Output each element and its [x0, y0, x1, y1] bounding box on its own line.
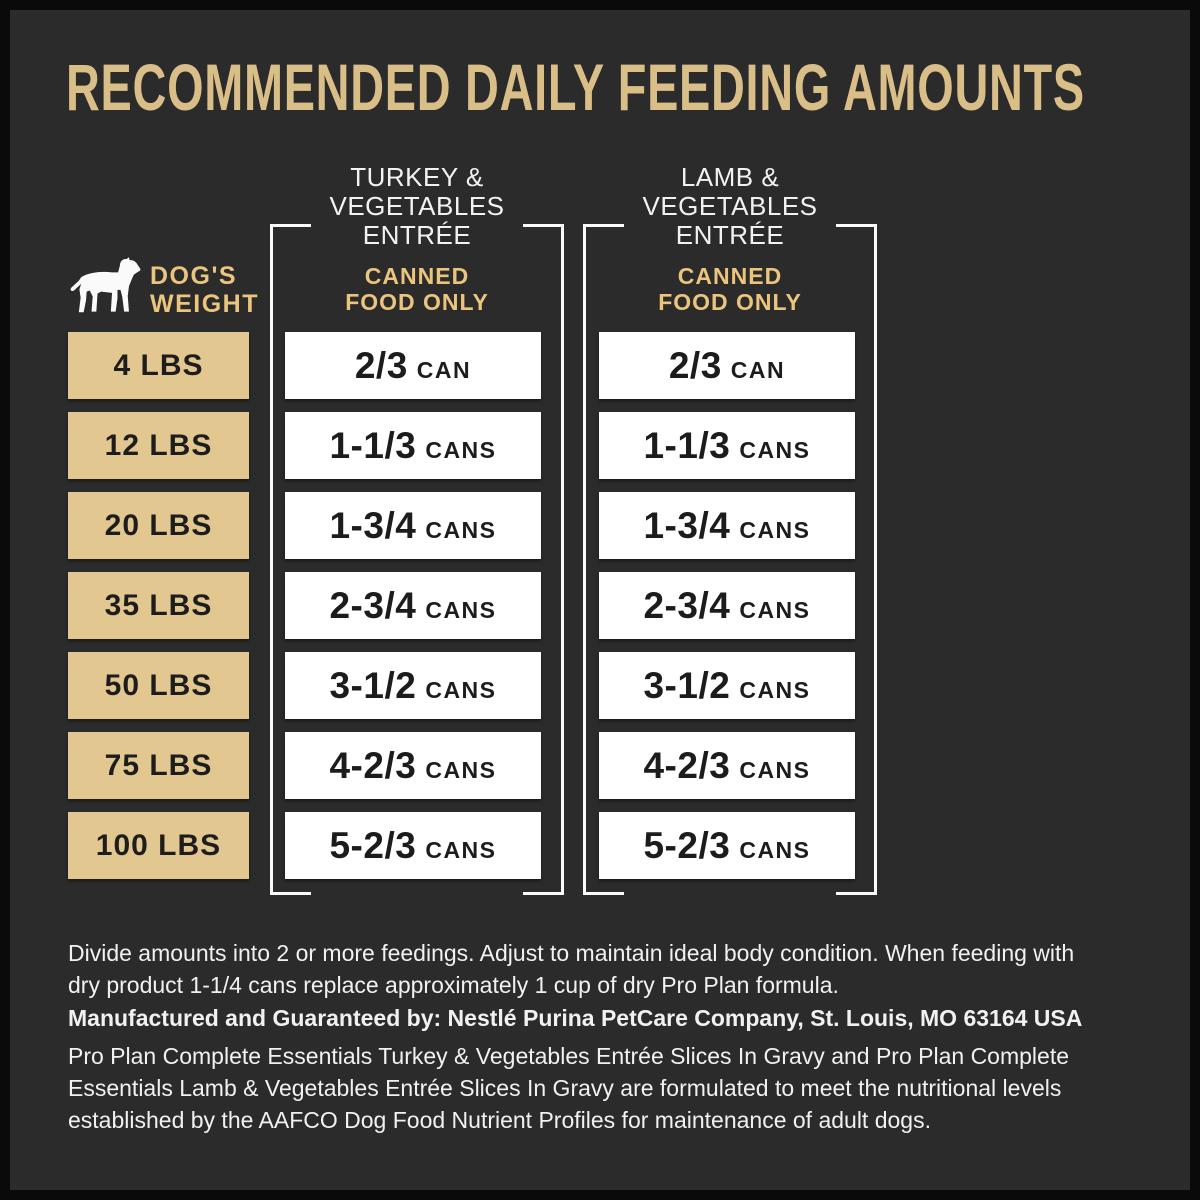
column-bracket-lamb: [583, 224, 877, 895]
amount-value: 4-2/3: [643, 744, 731, 786]
dogs-weight-line: DOG'S: [150, 262, 238, 290]
amount-unit: CANS: [739, 436, 811, 463]
amount-unit: CANS: [425, 436, 497, 463]
food-type-label-turkey: CANNED FOOD ONLY: [270, 263, 564, 315]
table-row: 4 LBS 2/3 CAN 2/3 CAN: [0, 332, 1200, 399]
weight-cell: 100 LBS: [68, 812, 249, 879]
table-row: 75 LBS 4-2/3 CANS 4-2/3 CANS: [0, 732, 1200, 799]
food-type-line: CANNED: [677, 263, 783, 289]
amount-unit: CANS: [739, 836, 811, 863]
weight-cell: 35 LBS: [68, 572, 249, 639]
amount-unit: CAN: [416, 356, 472, 383]
weight-cell: 12 LBS: [68, 412, 249, 479]
aafco-statement: Pro Plan Complete Essentials Turkey & Ve…: [68, 1040, 1134, 1136]
amount-unit: CANS: [739, 676, 811, 703]
amount-value: 1-3/4: [643, 504, 731, 546]
column-header-line: LAMB &: [680, 162, 780, 192]
amount-unit: CANS: [425, 516, 497, 543]
column-header-line: VEGETABLES: [642, 191, 818, 221]
manufacturer-line: Manufactured and Guaranteed by: Nestlé P…: [68, 1005, 1083, 1031]
column-header-line: VEGETABLES: [329, 191, 505, 221]
bracket-corner-stub: [273, 892, 561, 895]
amount-value: 2-3/4: [643, 584, 731, 626]
amount-value: 2/3: [354, 344, 408, 386]
amount-value: 2-3/4: [329, 584, 417, 626]
turkey-amount-cell: 1-3/4 CANS: [285, 492, 541, 559]
aafco-line: established by the AAFCO Dog Food Nutrie…: [68, 1107, 931, 1133]
lamb-amount-cell: 2/3 CAN: [599, 332, 855, 399]
turkey-amount-cell: 5-2/3 CANS: [285, 812, 541, 879]
dogs-weight-label: DOG'S WEIGHT: [150, 262, 259, 318]
weight-cell: 50 LBS: [68, 652, 249, 719]
column-bracket-turkey: [270, 224, 564, 895]
feeding-instructions: Divide amounts into 2 or more feedings. …: [68, 937, 1134, 1001]
turkey-amount-cell: 2-3/4 CANS: [285, 572, 541, 639]
food-type-line: FOOD ONLY: [345, 289, 489, 315]
lamb-amount-cell: 4-2/3 CANS: [599, 732, 855, 799]
aafco-line: Pro Plan Complete Essentials Turkey & Ve…: [68, 1043, 1070, 1069]
dog-icon: [70, 257, 141, 313]
aafco-line: Essentials Lamb & Vegetables Entrée Slic…: [68, 1075, 1062, 1101]
bracket-corner-stub: [586, 224, 874, 227]
lamb-amount-cell: 5-2/3 CANS: [599, 812, 855, 879]
amount-value: 3-1/2: [643, 664, 731, 706]
manufacturer-statement: Manufactured and Guaranteed by: Nestlé P…: [68, 1002, 1134, 1034]
turkey-amount-cell: 2/3 CAN: [285, 332, 541, 399]
food-type-label-lamb: CANNED FOOD ONLY: [583, 263, 877, 315]
food-type-line: CANNED: [364, 263, 470, 289]
amount-unit: CANS: [739, 516, 811, 543]
turkey-amount-cell: 4-2/3 CANS: [285, 732, 541, 799]
amount-unit: CANS: [739, 596, 811, 623]
weight-cell: 20 LBS: [68, 492, 249, 559]
bracket-corner-stub: [273, 224, 561, 227]
amount-value: 2/3: [668, 344, 722, 386]
amount-unit: CANS: [425, 836, 497, 863]
turkey-amount-cell: 3-1/2 CANS: [285, 652, 541, 719]
feeding-instructions-line: Divide amounts into 2 or more feedings. …: [68, 940, 1075, 966]
page-title: RECOMMENDED DAILY FEEDING AMOUNTS: [66, 50, 1085, 124]
amount-value: 1-1/3: [329, 424, 417, 466]
table-row: 12 LBS 1-1/3 CANS 1-1/3 CANS: [0, 412, 1200, 479]
feeding-instructions-line: dry product 1-1/4 cans replace approxima…: [68, 972, 839, 998]
amount-unit: CANS: [425, 596, 497, 623]
amount-value: 5-2/3: [329, 824, 417, 866]
lamb-amount-cell: 1-1/3 CANS: [599, 412, 855, 479]
lamb-amount-cell: 1-3/4 CANS: [599, 492, 855, 559]
dogs-weight-line: WEIGHT: [150, 290, 259, 318]
amount-unit: CANS: [425, 756, 497, 783]
amount-value: 1-1/3: [643, 424, 731, 466]
amount-unit: CANS: [739, 756, 811, 783]
amount-value: 1-3/4: [329, 504, 417, 546]
amount-unit: CAN: [730, 356, 786, 383]
table-row: 100 LBS 5-2/3 CANS 5-2/3 CANS: [0, 812, 1200, 879]
table-row: 50 LBS 3-1/2 CANS 3-1/2 CANS: [0, 652, 1200, 719]
bracket-corner-stub: [586, 892, 874, 895]
amount-unit: CANS: [425, 676, 497, 703]
column-header-line: TURKEY &: [350, 162, 484, 192]
food-type-line: FOOD ONLY: [658, 289, 802, 315]
amount-value: 4-2/3: [329, 744, 417, 786]
turkey-amount-cell: 1-1/3 CANS: [285, 412, 541, 479]
table-row: 20 LBS 1-3/4 CANS 1-3/4 CANS: [0, 492, 1200, 559]
amount-value: 3-1/2: [329, 664, 417, 706]
lamb-amount-cell: 3-1/2 CANS: [599, 652, 855, 719]
weight-cell: 75 LBS: [68, 732, 249, 799]
table-row: 35 LBS 2-3/4 CANS 2-3/4 CANS: [0, 572, 1200, 639]
amount-value: 5-2/3: [643, 824, 731, 866]
lamb-amount-cell: 2-3/4 CANS: [599, 572, 855, 639]
weight-cell: 4 LBS: [68, 332, 249, 399]
